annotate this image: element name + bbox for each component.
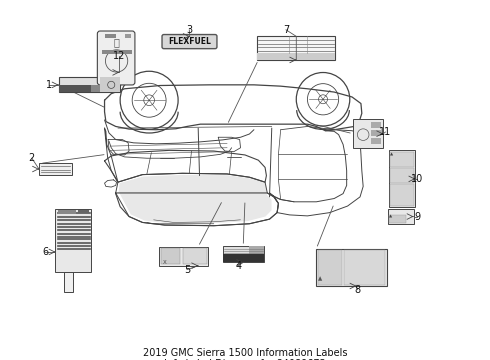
FancyBboxPatch shape	[353, 119, 383, 148]
Text: ✋: ✋	[114, 37, 120, 47]
FancyBboxPatch shape	[124, 34, 131, 38]
Text: ▲: ▲	[391, 152, 393, 156]
FancyBboxPatch shape	[161, 248, 180, 264]
Text: 3: 3	[186, 25, 192, 35]
Text: 6: 6	[42, 247, 49, 257]
Text: 2019 GMC Sierra 1500 Information Labels
Info Label Diagram for 84089673: 2019 GMC Sierra 1500 Information Labels …	[143, 348, 347, 360]
FancyBboxPatch shape	[389, 215, 406, 223]
FancyBboxPatch shape	[371, 122, 381, 128]
FancyBboxPatch shape	[58, 210, 75, 214]
FancyBboxPatch shape	[371, 130, 381, 136]
FancyBboxPatch shape	[249, 246, 264, 254]
FancyBboxPatch shape	[91, 85, 100, 92]
FancyBboxPatch shape	[390, 168, 414, 183]
FancyBboxPatch shape	[389, 150, 416, 207]
FancyBboxPatch shape	[318, 250, 342, 285]
FancyBboxPatch shape	[55, 209, 91, 272]
FancyBboxPatch shape	[159, 247, 208, 266]
Text: 12: 12	[113, 51, 125, 61]
FancyBboxPatch shape	[183, 248, 207, 264]
FancyBboxPatch shape	[222, 246, 264, 262]
FancyBboxPatch shape	[257, 53, 335, 60]
Text: 11: 11	[379, 127, 392, 137]
FancyBboxPatch shape	[102, 50, 132, 54]
FancyBboxPatch shape	[39, 163, 72, 175]
FancyBboxPatch shape	[162, 35, 217, 49]
Text: 5: 5	[184, 265, 190, 275]
FancyBboxPatch shape	[104, 34, 116, 38]
Text: 7: 7	[283, 25, 289, 35]
FancyBboxPatch shape	[59, 85, 91, 92]
Text: 8: 8	[354, 285, 361, 294]
FancyBboxPatch shape	[98, 31, 135, 85]
FancyBboxPatch shape	[371, 138, 381, 144]
FancyBboxPatch shape	[100, 77, 120, 92]
Polygon shape	[119, 176, 271, 222]
FancyBboxPatch shape	[390, 152, 414, 167]
FancyBboxPatch shape	[222, 254, 264, 262]
FancyBboxPatch shape	[64, 272, 74, 292]
FancyBboxPatch shape	[390, 184, 414, 206]
Text: 1: 1	[46, 80, 52, 90]
FancyBboxPatch shape	[388, 209, 414, 224]
Text: 2: 2	[29, 153, 35, 163]
Text: FLEXFUEL: FLEXFUEL	[168, 37, 211, 46]
Text: 4: 4	[235, 261, 242, 271]
Text: ▲: ▲	[318, 276, 322, 281]
Text: 9: 9	[414, 212, 420, 221]
Text: ▲: ▲	[390, 215, 392, 219]
Text: 10: 10	[411, 174, 423, 184]
FancyBboxPatch shape	[257, 36, 335, 60]
FancyBboxPatch shape	[78, 210, 89, 213]
FancyBboxPatch shape	[344, 250, 385, 285]
FancyBboxPatch shape	[59, 77, 120, 92]
Text: X: X	[163, 260, 167, 265]
FancyBboxPatch shape	[317, 249, 387, 286]
